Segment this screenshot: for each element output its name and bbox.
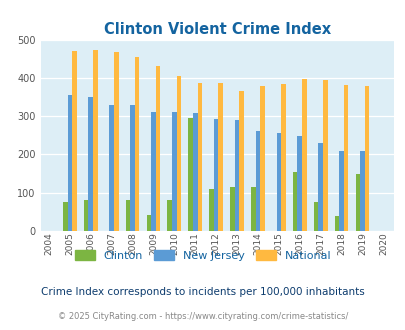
Bar: [218, 83, 222, 231]
Bar: [230, 187, 234, 231]
Bar: [126, 200, 130, 231]
Bar: [84, 200, 88, 231]
Bar: [260, 86, 264, 231]
Bar: [359, 151, 364, 231]
Bar: [250, 187, 255, 231]
Bar: [301, 79, 306, 231]
Bar: [197, 83, 202, 231]
Bar: [364, 86, 369, 231]
Bar: [334, 216, 339, 231]
Text: Crime Index corresponds to incidents per 100,000 inhabitants: Crime Index corresponds to incidents per…: [41, 287, 364, 297]
Bar: [67, 95, 72, 231]
Bar: [188, 118, 192, 231]
Bar: [292, 172, 297, 231]
Bar: [167, 200, 172, 231]
Bar: [343, 85, 347, 231]
Bar: [318, 143, 322, 231]
Bar: [313, 202, 318, 231]
Bar: [322, 80, 327, 231]
Title: Clinton Violent Crime Index: Clinton Violent Crime Index: [103, 22, 330, 37]
Bar: [63, 202, 67, 231]
Bar: [88, 97, 93, 231]
Bar: [192, 114, 197, 231]
Bar: [276, 133, 281, 231]
Legend: Clinton, New Jersey, National: Clinton, New Jersey, National: [75, 250, 330, 260]
Bar: [134, 57, 139, 231]
Bar: [172, 112, 176, 231]
Bar: [234, 120, 239, 231]
Bar: [114, 52, 118, 231]
Bar: [93, 50, 98, 231]
Bar: [281, 84, 285, 231]
Text: © 2025 CityRating.com - https://www.cityrating.com/crime-statistics/: © 2025 CityRating.com - https://www.city…: [58, 312, 347, 321]
Bar: [339, 150, 343, 231]
Bar: [355, 174, 359, 231]
Bar: [297, 136, 301, 231]
Bar: [209, 188, 213, 231]
Bar: [72, 51, 77, 231]
Bar: [146, 214, 151, 231]
Bar: [156, 66, 160, 231]
Bar: [109, 106, 114, 231]
Bar: [176, 76, 181, 231]
Bar: [151, 112, 156, 231]
Bar: [130, 105, 134, 231]
Bar: [255, 131, 260, 231]
Bar: [213, 119, 218, 231]
Bar: [239, 90, 243, 231]
